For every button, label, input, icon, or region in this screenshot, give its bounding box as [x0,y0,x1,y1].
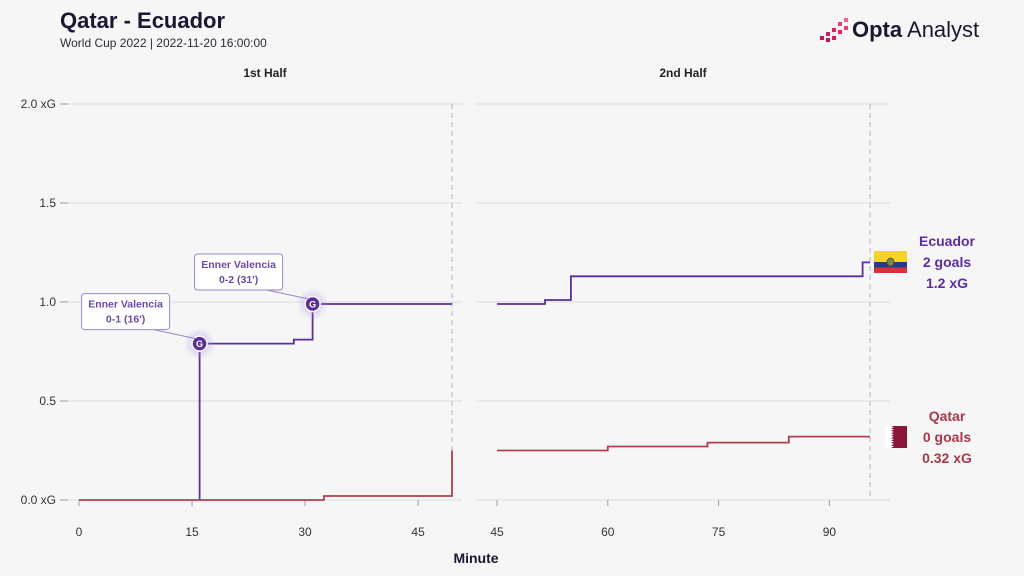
panel-label-1: 1st Half [243,66,287,80]
series-line-qatar-2 [497,435,870,452]
qatar-goals: 0 goals [922,429,972,445]
brand-name: Opta Analyst [852,17,979,43]
callout-leader [266,289,309,300]
y-tick-label: 0.0 xG [21,493,56,507]
x-tick-label: 45 [490,525,504,539]
ecuador-name: Ecuador [918,233,975,249]
callout-box [81,293,171,331]
goal-marker [191,335,208,352]
x-tick-label: 45 [411,525,425,539]
y-tick-label: 2.0 xG [21,97,56,111]
chart-subtitle: World Cup 2022 | 2022-11-20 16:00:00 [60,36,267,50]
callout-score: 0-1 (16') [106,314,145,326]
series-line-ecuador-1 [198,303,452,500]
panel-label-2: 2nd Half [659,66,707,80]
x-tick-label: 75 [712,525,726,539]
callout-scorer: Enner Valencia [201,259,276,271]
x-tick-label: 90 [823,525,837,539]
callout-box [194,253,284,291]
y-tick-label: 1.5 [39,196,56,210]
ecuador-xg: 1.2 xG [925,275,969,291]
ecuador-goals: 2 goals [922,254,972,270]
y-tick-label: 1.0 [39,295,56,309]
series-line-ecuador-2 [497,261,870,305]
qatar-summary: Qatar 0 goals 0.32 xG [902,406,992,469]
qatar-xg: 0.32 xG [922,450,972,466]
brand-mark-icon [820,18,848,42]
goal-marker [304,295,321,313]
series-line-qatar-1 [79,450,453,501]
qatar-name: Qatar [928,408,966,424]
x-axis-label: Minute [453,550,498,566]
x-tick-label: 30 [298,525,312,539]
x-tick-label: 0 [76,525,83,539]
qatar-flag-icon [885,426,907,448]
y-tick-label: 0.5 [39,394,56,408]
goal-marker-label: G [196,339,203,349]
ecuador-summary: Ecuador 2 goals 1.2 xG [902,231,992,294]
x-tick-label: 60 [601,525,615,539]
chart-title: Qatar - Ecuador [60,8,226,33]
brand-logo: Opta Analyst [818,14,988,50]
goal-marker-label: G [309,299,316,309]
brand-name-bold: Opta [852,17,903,42]
callout-scorer: Enner Valencia [88,299,163,311]
callout-score: 0-2 (31') [219,274,258,286]
ecuador-flag-icon [874,251,907,273]
x-tick-label: 15 [185,525,199,539]
callout-leader [153,329,196,340]
brand-name-light: Analyst [902,17,980,42]
